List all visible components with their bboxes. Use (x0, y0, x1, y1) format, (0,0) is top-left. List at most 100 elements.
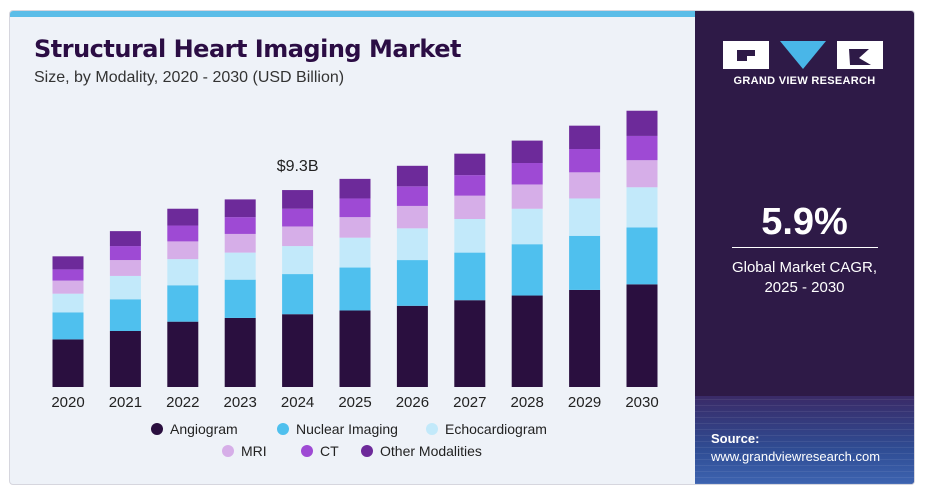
bar-segment-mri-2020 (52, 280, 84, 294)
source-label: Source: (711, 431, 760, 446)
bar-segment-nuclear-imaging-2028 (511, 244, 543, 296)
bar-segment-mri-2024 (282, 226, 314, 247)
bar-segment-angiogram-2028 (511, 295, 543, 387)
infographic-card: Structural Heart Imaging Market Size, by… (9, 10, 915, 485)
bar-segment-mri-2030 (626, 160, 658, 188)
x-tick-label-2024: 2024 (281, 394, 314, 411)
brand-name: GRAND VIEW RESEARCH (733, 75, 876, 87)
bar-segment-nuclear-imaging-2020 (52, 312, 84, 340)
bar-segment-mri-2025 (339, 217, 371, 238)
bar-segment-nuclear-imaging-2029 (569, 235, 601, 290)
bar-segment-mri-2026 (396, 205, 428, 229)
bar-segment-mri-2028 (511, 184, 543, 209)
bar-segment-ct-2025 (339, 198, 371, 218)
bar-segment-echocardiogram-2022 (167, 259, 199, 286)
bar-segment-mri-2022 (167, 241, 199, 260)
chart-subtitle: Size, by Modality, 2020 - 2030 (USD Bill… (34, 69, 345, 86)
bar-segment-nuclear-imaging-2025 (339, 267, 371, 311)
bar-segment-echocardiogram-2020 (52, 293, 84, 313)
x-tick-label-2022: 2022 (166, 394, 199, 411)
source-url[interactable]: www.grandviewresearch.com (711, 449, 881, 464)
bar-segment-mri-2029 (569, 172, 601, 199)
bar-segment-angiogram-2022 (167, 321, 199, 387)
cagr-value: 5.9% (761, 201, 848, 243)
bar-segment-other-modalities-2023 (224, 199, 256, 218)
bar-segment-angiogram-2021 (109, 331, 141, 387)
source-band (695, 396, 914, 484)
legend-label-other-modalities: Other Modalities (380, 443, 482, 459)
legend-label-ct: CT (320, 443, 339, 459)
legend-swatch-angiogram (151, 423, 163, 435)
bar-segment-ct-2030 (626, 135, 658, 161)
x-tick-label-2028: 2028 (511, 394, 544, 411)
legend-swatch-echocardiogram (426, 423, 438, 435)
legend-swatch-ct (301, 445, 313, 457)
x-tick-label-2029: 2029 (568, 394, 601, 411)
stacked-bar-chart: 2020 2021 2022 2023 2024 2025 2026 2027 2028 2029… (51, 110, 659, 459)
bar-segment-other-modalities-2026 (396, 165, 428, 187)
bar-segment-other-modalities-2029 (569, 125, 601, 149)
chart-title: Structural Heart Imaging Market (34, 35, 461, 63)
legend-swatch-mri (222, 445, 234, 457)
bar-segment-other-modalities-2022 (167, 208, 199, 226)
bar-segment-nuclear-imaging-2021 (109, 299, 141, 331)
bar-segment-nuclear-imaging-2030 (626, 227, 658, 285)
bar-segment-echocardiogram-2030 (626, 187, 658, 228)
legend-swatch-other-modalities (361, 445, 373, 457)
legend-label-echocardiogram: Echocardiogram (445, 421, 547, 437)
bar-segment-ct-2024 (282, 208, 314, 227)
bar-segment-ct-2029 (569, 149, 601, 173)
bar-segment-nuclear-imaging-2027 (454, 252, 486, 301)
cagr-label: Global Market CAGR, (731, 259, 878, 276)
bar-segment-ct-2021 (109, 246, 141, 261)
bar-segment-angiogram-2026 (396, 305, 428, 387)
x-tick-label-2026: 2026 (396, 394, 429, 411)
legend-label-mri: MRI (241, 443, 267, 459)
bar-segment-nuclear-imaging-2024 (282, 274, 314, 315)
bar-segment-echocardiogram-2028 (511, 208, 543, 245)
bar-segment-other-modalities-2024 (282, 190, 314, 209)
bar-segment-echocardiogram-2024 (282, 246, 314, 275)
x-tick-label-2021: 2021 (109, 394, 142, 411)
bar-segment-ct-2026 (396, 186, 428, 206)
bar-segment-nuclear-imaging-2023 (224, 279, 256, 318)
bar-segment-ct-2022 (167, 225, 199, 242)
bar-segment-other-modalities-2030 (626, 110, 658, 136)
cagr-divider (732, 247, 878, 248)
bar-segment-ct-2027 (454, 175, 486, 196)
bar-segment-other-modalities-2025 (339, 178, 371, 199)
bar-segment-echocardiogram-2025 (339, 237, 371, 268)
legend-label-angiogram: Angiogram (170, 421, 238, 437)
x-tick-label-2023: 2023 (224, 394, 257, 411)
bar-segment-ct-2020 (52, 269, 84, 281)
x-tick-label-2025: 2025 (338, 394, 371, 411)
accent-top-bar (10, 11, 695, 17)
bar-segment-mri-2027 (454, 195, 486, 219)
cagr-period: 2025 - 2030 (764, 279, 845, 296)
bar-segment-angiogram-2029 (569, 289, 601, 387)
x-tick-label-2030: 2030 (625, 394, 658, 411)
bar-segment-ct-2023 (224, 217, 256, 234)
bar-segment-other-modalities-2027 (454, 153, 486, 176)
bar-segment-echocardiogram-2027 (454, 219, 486, 253)
bar-segment-nuclear-imaging-2022 (167, 285, 199, 322)
grand-view-research-logo (723, 41, 883, 69)
bar-segment-angiogram-2024 (282, 314, 314, 387)
bar-segment-mri-2023 (224, 233, 256, 253)
bar-segment-angiogram-2030 (626, 284, 658, 387)
bar-segment-mri-2021 (109, 260, 141, 276)
bar-segment-other-modalities-2021 (109, 231, 141, 247)
bar-segment-angiogram-2025 (339, 310, 371, 387)
bar-segment-nuclear-imaging-2026 (396, 260, 428, 306)
bar-segment-echocardiogram-2021 (109, 275, 141, 300)
bar-segment-other-modalities-2020 (52, 256, 84, 270)
bar-segment-echocardiogram-2029 (569, 198, 601, 236)
data-label-2024: $9.3B (277, 158, 319, 175)
bar-segment-echocardiogram-2026 (396, 228, 428, 261)
bar-segment-angiogram-2023 (224, 317, 256, 387)
legend-swatch-nuclear-imaging (277, 423, 289, 435)
x-tick-label-2027: 2027 (453, 394, 486, 411)
bar-segment-ct-2028 (511, 163, 543, 185)
bar-segment-echocardiogram-2023 (224, 252, 256, 280)
sidebar-panel: GRAND VIEW RESEARCH 5.9% Global Market C… (695, 11, 914, 484)
